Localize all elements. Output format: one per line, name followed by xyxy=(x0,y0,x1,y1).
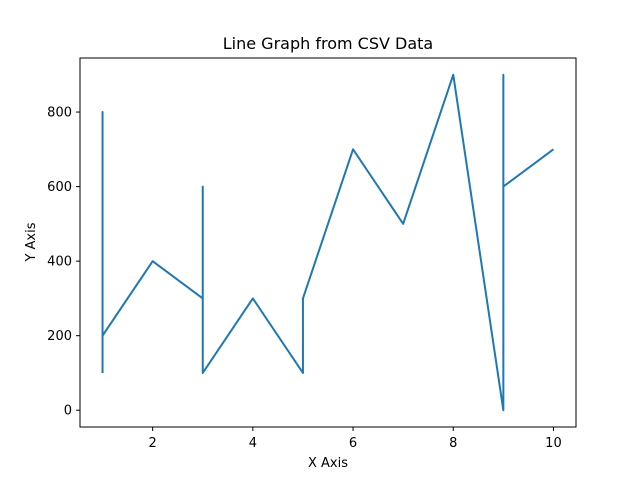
plot-area: 2 4 6 8 10 0 200 400 600 800 xyxy=(47,57,577,451)
x-tick-label: 6 xyxy=(349,436,357,451)
y-tick-label: 800 xyxy=(47,106,72,121)
y-axis-ticks: 0 200 400 600 800 xyxy=(47,106,80,419)
y-tick-label: 600 xyxy=(47,180,72,195)
x-tick-label: 10 xyxy=(545,436,562,451)
chart-title: Line Graph from CSV Data xyxy=(223,34,433,53)
series-layer xyxy=(101,73,555,412)
y-tick-label: 400 xyxy=(47,255,72,270)
y-tick-label: 0 xyxy=(64,404,72,419)
x-tick-label: 2 xyxy=(149,436,157,451)
x-tick-label: 4 xyxy=(249,436,257,451)
series-line-0 xyxy=(101,73,555,412)
y-tick-label: 200 xyxy=(47,329,72,344)
y-axis-label: Y Axis xyxy=(24,222,39,262)
plot-frame xyxy=(79,57,577,428)
x-axis-ticks: 2 4 6 8 10 xyxy=(149,427,562,451)
x-axis-label: X Axis xyxy=(308,456,348,471)
x-tick-label: 8 xyxy=(449,436,457,451)
